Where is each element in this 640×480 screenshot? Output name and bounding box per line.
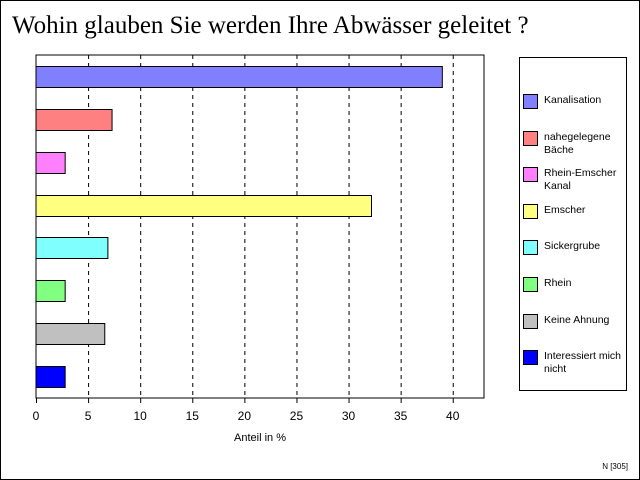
legend-label: Rhein: [544, 277, 572, 289]
legend-swatch: [523, 240, 538, 255]
bar: [35, 366, 66, 388]
legend-swatch: [523, 94, 538, 109]
legend-swatch: [523, 314, 538, 329]
x-tick-label: 20: [237, 409, 252, 423]
bar: [35, 152, 66, 174]
bar: [35, 280, 66, 302]
x-tick-label: 5: [84, 409, 92, 423]
legend-label: Rhein-Emscher Kanal: [544, 167, 617, 192]
bar: [35, 109, 113, 131]
x-tick-label: 10: [133, 409, 147, 423]
x-tick-label: 0: [32, 409, 40, 423]
plot-area: [35, 54, 485, 399]
legend-swatch: [523, 167, 538, 182]
x-tick-label: 30: [341, 409, 356, 423]
bar: [35, 195, 372, 217]
legend-label: Kanalisation: [544, 94, 602, 106]
x-tick-label: 15: [185, 409, 199, 423]
sample-size-note: N [305]: [602, 462, 628, 471]
legend-label: Interessiert mich nicht: [544, 350, 622, 375]
x-tick-label: 35: [393, 409, 408, 423]
x-tick-label: 40: [446, 409, 460, 423]
legend-swatch: [523, 277, 538, 292]
chart-title: Wohin glauben Sie werden Ihre Abwässer g…: [12, 12, 529, 39]
legend: Kanalisation nahegelegene Bäche Rhein-Emsc…: [519, 57, 627, 391]
x-tick-label: 25: [289, 409, 304, 423]
bar: [35, 66, 443, 88]
legend-label: nahegelegene Bäche: [544, 131, 611, 156]
legend-swatch: [523, 350, 538, 365]
bar: [35, 237, 109, 259]
bar: [35, 323, 106, 345]
legend-swatch: [523, 131, 538, 146]
legend-label: Sickergrube: [544, 240, 601, 252]
x-axis-label: Anteil in %: [234, 432, 286, 444]
legend-swatch: [523, 204, 538, 219]
legend-label: Emscher: [544, 204, 586, 216]
legend-label: Keine Ahnung: [544, 314, 610, 326]
